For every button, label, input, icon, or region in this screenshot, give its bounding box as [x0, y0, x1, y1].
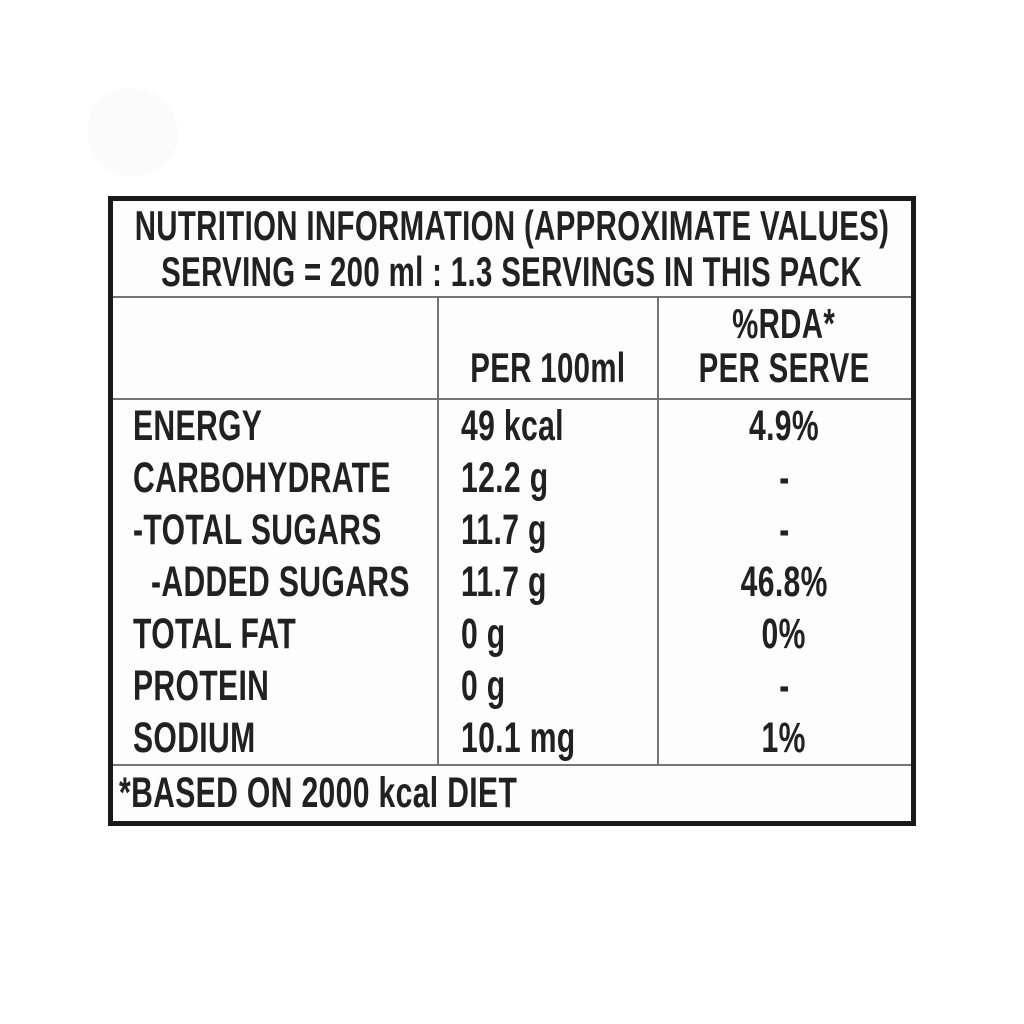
nutrient-name: PROTEIN: [133, 661, 270, 710]
nutrient-name-cell: ENERGY: [113, 402, 437, 451]
nutrient-rows: ENERGY 49 kcal 4.9% CARBOHYDRATE: [113, 400, 911, 764]
rda-value-cell: 4.9%: [657, 402, 911, 451]
nutrient-name: CARBOHYDRATE: [133, 453, 391, 502]
per-100ml-value: 11.7 g: [461, 557, 547, 606]
nutrient-row: TOTAL FAT 0 g 0%: [113, 608, 911, 660]
nutrient-name-cell: -ADDED SUGARS: [113, 558, 437, 607]
nutrient-name: -ADDED SUGARS: [151, 557, 410, 606]
per-100ml-value-cell: 10.1 mg: [437, 714, 657, 763]
rda-value-cell: 1%: [657, 714, 911, 763]
per-100ml-value-cell: 11.7 g: [437, 558, 657, 607]
serving-info: SERVING = 200 ml : 1.3 SERVINGS IN THIS …: [11, 247, 1012, 295]
column-divider-2: [657, 298, 659, 764]
serving-info-text: SERVING = 200 ml : 1.3 SERVINGS IN THIS …: [161, 247, 863, 295]
nutrient-name-cell: TOTAL FAT: [113, 610, 437, 659]
nutrition-facts-table: NUTRITION INFORMATION (APPROXIMATE VALUE…: [108, 196, 916, 826]
per-100ml-value-cell: 12.2 g: [437, 454, 657, 503]
nutrient-name: -TOTAL SUGARS: [133, 505, 382, 554]
nutrient-name-cell: PROTEIN: [113, 662, 437, 711]
rda-header-line1: %RDA*: [732, 300, 836, 347]
per-100ml-value-cell: 11.7 g: [437, 506, 657, 555]
per-100ml-value: 10.1 mg: [461, 713, 576, 762]
per-100ml-value-cell: 0 g: [437, 610, 657, 659]
nutrient-name: ENERGY: [133, 401, 263, 450]
nutrient-row: PROTEIN 0 g -: [113, 660, 911, 712]
table-grid: PER 100ml %RDA* PER SERVE ENERGY 49 kcal: [113, 298, 911, 766]
rda-per-serve-value: 46.8%: [740, 557, 828, 606]
column-header-per-100ml: PER 100ml: [437, 346, 657, 398]
rda-per-serve-value: -: [778, 505, 790, 554]
nutrient-row: SODIUM 10.1 mg 1%: [113, 712, 911, 764]
rda-header-line2: PER SERVE: [698, 344, 870, 391]
rda-per-serve-value: 1%: [761, 713, 807, 762]
rda-value-cell: 0%: [657, 610, 911, 659]
rda-value-cell: -: [657, 662, 911, 711]
per-100ml-value: 49 kcal: [461, 401, 564, 450]
rda-value-cell: 46.8%: [657, 558, 911, 607]
table-header: NUTRITION INFORMATION (APPROXIMATE VALUE…: [113, 201, 911, 298]
paper-smudge: [88, 88, 178, 176]
nutrient-name-cell: CARBOHYDRATE: [113, 454, 437, 503]
column-header-row: PER 100ml %RDA* PER SERVE: [113, 298, 911, 400]
rda-per-serve-value: 0%: [761, 609, 807, 658]
nutrient-row: CARBOHYDRATE 12.2 g -: [113, 452, 911, 504]
per-100ml-value: 11.7 g: [461, 505, 547, 554]
table-title: NUTRITION INFORMATION (APPROXIMATE VALUE…: [0, 201, 1024, 249]
nutrient-name: SODIUM: [133, 713, 256, 762]
per-100ml-value-cell: 49 kcal: [437, 402, 657, 451]
table-title-text: NUTRITION INFORMATION (APPROXIMATE VALUE…: [134, 201, 890, 249]
rda-value-cell: -: [657, 454, 911, 503]
per-100ml-header-text: PER 100ml: [470, 344, 626, 391]
nutrient-row: ENERGY 49 kcal 4.9%: [113, 400, 911, 452]
column-header-rda: %RDA* PER SERVE: [657, 302, 911, 398]
nutrient-row: -TOTAL SUGARS 11.7 g -: [113, 504, 911, 556]
per-100ml-value: 0 g: [461, 661, 506, 710]
rda-per-serve-value: -: [778, 661, 790, 710]
nutrient-name: TOTAL FAT: [133, 609, 297, 658]
per-100ml-value-cell: 0 g: [437, 662, 657, 711]
rda-per-serve-value: 4.9%: [748, 401, 819, 450]
footnote-text: *BASED ON 2000 kcal DIET: [119, 769, 518, 817]
rda-value-cell: -: [657, 506, 911, 555]
nutrient-row: -ADDED SUGARS 11.7 g 46.8%: [113, 556, 911, 608]
footnote-row: *BASED ON 2000 kcal DIET: [113, 766, 911, 821]
per-100ml-value: 12.2 g: [461, 453, 549, 502]
column-divider-1: [437, 298, 439, 764]
nutrient-name-cell: SODIUM: [113, 714, 437, 763]
nutrient-name-cell: -TOTAL SUGARS: [113, 506, 437, 555]
rda-per-serve-value: -: [778, 453, 790, 502]
per-100ml-value: 0 g: [461, 609, 506, 658]
